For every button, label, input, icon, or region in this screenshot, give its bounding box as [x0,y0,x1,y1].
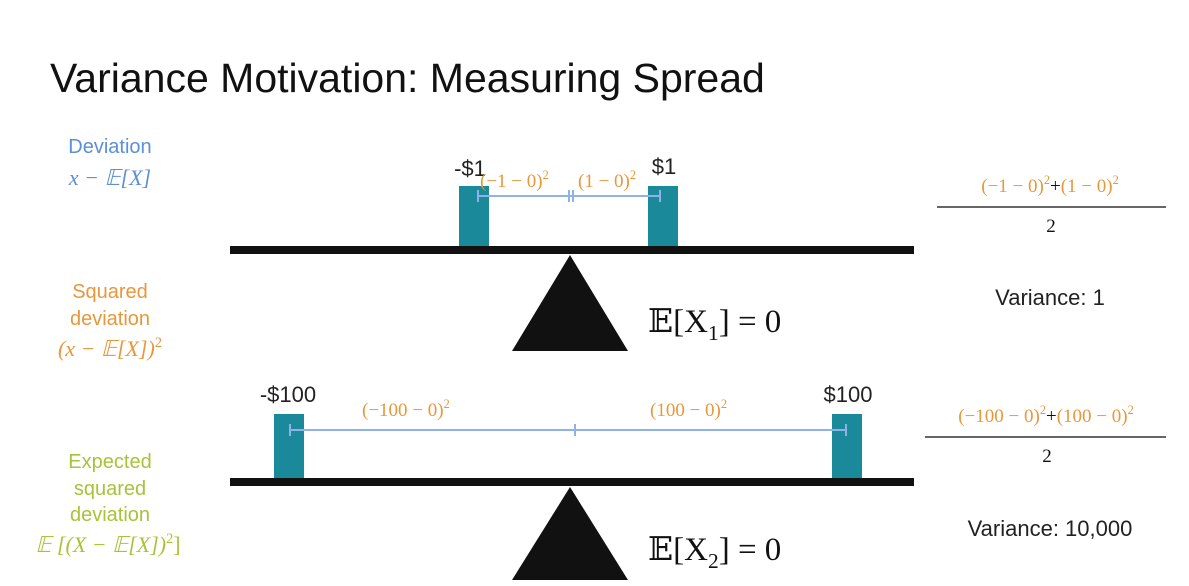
formula-part: (100 − 0) [1057,406,1128,427]
formula-exp: 2 [1040,403,1046,417]
weight [274,414,304,480]
beam [230,478,914,486]
value-label: $1 [652,154,676,179]
expectation: 𝔼[X1] = 0 [648,304,781,345]
fraction-denominator: 2 [1042,446,1052,467]
formula-part: (1 − 0) [578,171,630,192]
formula-sub: 1 [708,321,719,345]
formula-part: (−1 − 0) [480,171,543,192]
legend-label: Deviation [68,136,151,158]
formula-sub: 2 [708,549,719,573]
formula-exp: 2 [444,397,450,411]
spread-line [477,190,661,202]
fraction-numerator: (−1 − 0)2+(1 − 0)2 [981,173,1119,197]
fulcrum [512,487,628,580]
value-label: -$1 [454,156,486,181]
squared-label: (−1 − 0)2 [480,168,549,192]
squared-label: (100 − 0)2 [650,397,727,421]
legend: Deviation x − 𝔼[X] Squared deviation (x … [35,136,180,557]
legend-label: deviation [70,308,150,330]
formula-exp: 2 [630,168,636,182]
formula-part: (−100 − 0) [958,406,1040,427]
legend-formula: x − 𝔼[X] [68,165,151,190]
squared-label: (−100 − 0)2 [362,397,450,421]
formula-part: 𝔼[X [648,532,708,568]
value-label: $100 [824,382,873,407]
formula-part: 𝔼[X [648,304,708,340]
formula-part: ] = 0 [719,304,782,340]
squared-label: (1 − 0)2 [578,168,636,192]
formula-part: (−100 − 0) [362,400,444,421]
legend-label: Squared [72,281,148,303]
legend-label: deviation [70,504,150,526]
formula-part: x − 𝔼[X] [68,165,151,190]
legend-formula: (x − 𝔼[X])2 [58,335,162,361]
formula-exp: 2 [155,335,162,351]
scale-1: -$1 $1 (−1 − 0)2 (1 − 0)2 𝔼[X1] = 0 (−1 … [230,154,1166,351]
weight [832,414,862,480]
variance: Variance: 10,000 [968,516,1133,541]
fraction-denominator: 2 [1046,216,1056,237]
scale-2: -$100 $100 (−100 − 0)2 (100 − 0)2 𝔼[X2] … [230,382,1166,580]
legend-formula: 𝔼 [(X − 𝔼[X])2] [35,531,180,557]
formula-part: (x − 𝔼[X]) [58,336,155,361]
fulcrum [512,255,628,351]
value-label: -$100 [260,382,316,407]
fraction-numerator: (−100 − 0)2+(100 − 0)2 [958,403,1134,427]
legend-label: Expected [68,451,151,473]
formula-exp: 2 [166,531,173,547]
formula-part: 𝔼 [(X − 𝔼[X]) [35,532,166,557]
beam [230,246,914,254]
legend-label: squared [74,478,146,500]
variance: Variance: 1 [995,285,1105,310]
formula-exp: 2 [543,168,549,182]
formula-exp: 2 [721,397,727,411]
formula-exp: 2 [1113,173,1119,187]
spread-line [289,424,847,436]
expectation: 𝔼[X2] = 0 [648,532,781,573]
title: Variance Motivation: Measuring Spread [50,55,765,101]
formula-part: ] = 0 [719,532,782,568]
formula-part: ] [173,532,180,557]
formula-part: (1 − 0) [1061,176,1113,197]
formula-op: + [1050,176,1061,197]
formula-exp: 2 [1044,173,1050,187]
formula-part: (100 − 0) [650,400,721,421]
formula-op: + [1046,406,1057,427]
formula-part: (−1 − 0) [981,176,1044,197]
formula-exp: 2 [1128,403,1134,417]
